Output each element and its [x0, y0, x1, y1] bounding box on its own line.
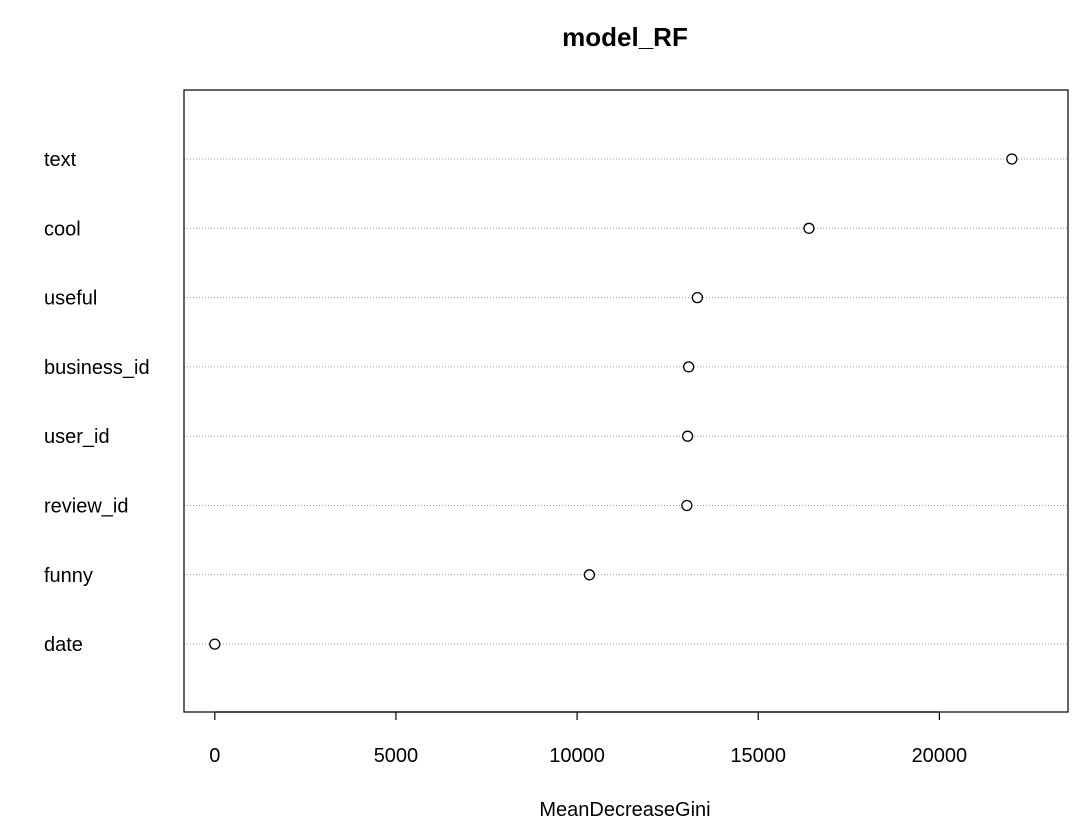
category-labels: text cool useful business_id user_id review_i…: [44, 149, 150, 656]
category-label-cool: cool: [44, 218, 81, 240]
point-business_id: [683, 361, 695, 373]
x-axis: 0 5000 10000 15000 20000: [209, 711, 968, 767]
point-cool: [803, 222, 815, 234]
category-label-review_id: review_id: [44, 496, 128, 518]
plot-frame: [183, 89, 1069, 713]
point-review_id: [681, 499, 693, 512]
category-label-useful: useful: [44, 288, 97, 310]
grid-lines: [184, 158, 1068, 645]
category-label-text: text: [44, 149, 77, 171]
point-user_id: [681, 430, 694, 442]
point-useful: [691, 291, 704, 304]
x-tick-label: 0: [209, 745, 220, 767]
data-points: [209, 153, 1018, 650]
point-date: [209, 638, 221, 650]
category-label-user_id: user_id: [44, 426, 110, 448]
x-tick-label: 20000: [912, 745, 968, 767]
point-text: [1006, 153, 1018, 165]
x-tick-label: 10000: [549, 745, 605, 767]
point-funny: [583, 569, 596, 581]
category-label-date: date: [44, 634, 83, 656]
x-tick-label: 15000: [730, 745, 786, 767]
x-axis-label: MeanDecreaseGini: [539, 799, 710, 821]
category-label-funny: funny: [44, 565, 93, 587]
x-tick-label: 5000: [374, 745, 419, 767]
category-label-business_id: business_id: [44, 357, 150, 379]
chart-title: model_RF: [562, 22, 688, 52]
